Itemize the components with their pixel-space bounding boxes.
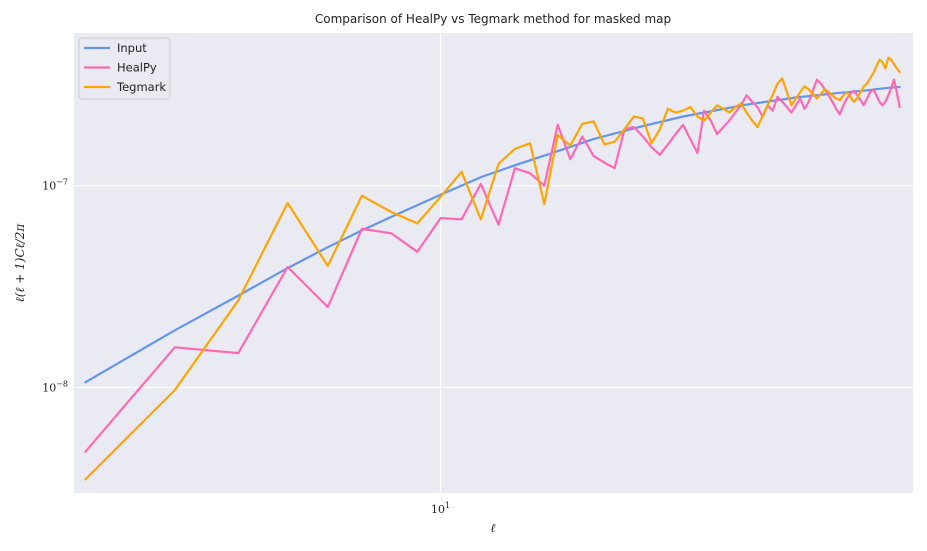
plot-area <box>74 33 913 493</box>
series-line-tegmark <box>84 56 901 481</box>
legend: Input HealPy Tegmark <box>78 37 171 100</box>
y-axis-label: ℓ(ℓ + 1)Cℓ/2π <box>13 223 27 303</box>
y-tick-label: 10−7 <box>42 178 68 193</box>
tick-labels: 101 10−8 10−7 <box>42 178 450 516</box>
y-tick-label: 10−8 <box>42 379 68 394</box>
series-line-healpy <box>84 78 901 453</box>
legend-label-healpy: HealPy <box>117 61 157 75</box>
legend-box <box>78 37 171 100</box>
x-axis-label: ℓ <box>491 521 496 535</box>
series-layer <box>84 56 901 481</box>
chart-title: Comparison of HealPy vs Tegmark method f… <box>315 12 671 26</box>
x-tick-label: 101 <box>431 501 450 516</box>
legend-label-tegmark: Tegmark <box>116 80 166 94</box>
grid <box>74 33 913 493</box>
legend-label-input: Input <box>117 41 147 55</box>
